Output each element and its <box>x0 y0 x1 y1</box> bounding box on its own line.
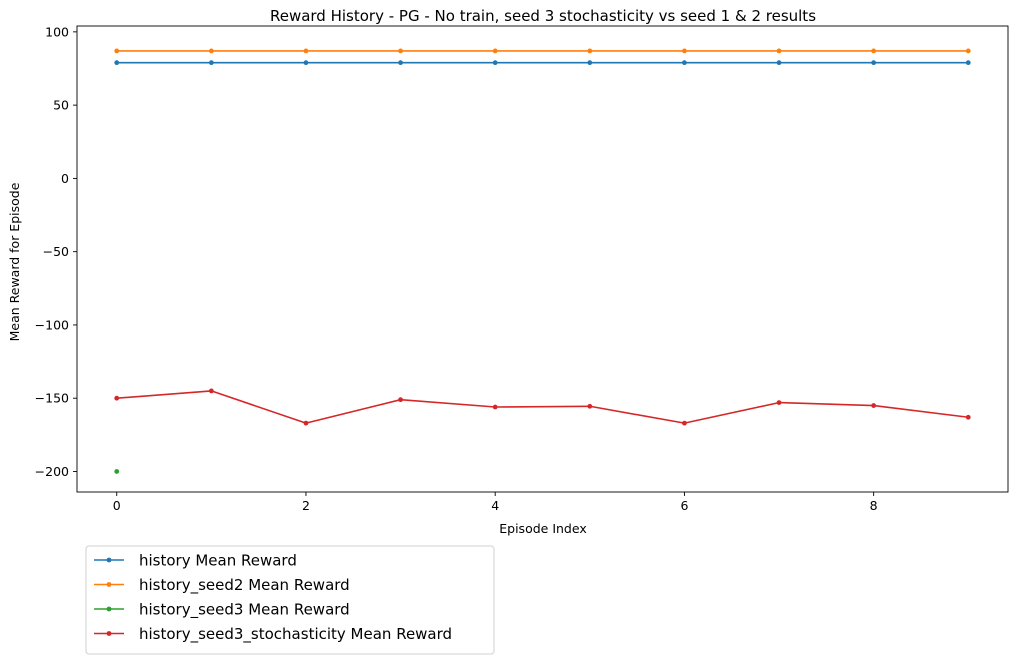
data-point <box>208 60 214 66</box>
series-3 <box>114 388 971 426</box>
y-tick-label: 0 <box>61 171 69 186</box>
data-point <box>303 60 309 66</box>
y-tick-label: 100 <box>45 24 69 39</box>
legend-swatch-marker <box>106 557 112 563</box>
legend-label: history Mean Reward <box>139 552 297 570</box>
x-tick-label: 6 <box>680 498 688 513</box>
legend-item: history_seed2 Mean Reward <box>94 576 350 595</box>
data-point <box>871 60 877 66</box>
y-tick-label: −100 <box>35 317 69 332</box>
y-tick-label: −200 <box>35 464 69 479</box>
data-point <box>114 469 120 474</box>
data-point <box>965 48 971 54</box>
x-tick-label: 8 <box>870 498 878 513</box>
legend-label: history_seed3_stochasticity Mean Reward <box>139 625 452 644</box>
data-point <box>492 404 498 410</box>
data-point <box>587 60 593 66</box>
data-point <box>965 414 971 420</box>
x-axis-label: Episode Index <box>499 521 586 536</box>
legend-swatch-marker <box>106 631 112 636</box>
legend-label: history_seed2 Mean Reward <box>139 576 350 595</box>
data-point <box>398 60 403 66</box>
data-point <box>398 397 403 403</box>
y-tick-label: 50 <box>53 98 69 113</box>
data-point <box>871 403 877 408</box>
data-point <box>114 395 120 401</box>
series-0 <box>114 60 971 66</box>
data-point <box>303 48 309 54</box>
data-point <box>587 403 593 409</box>
y-tick-label: −150 <box>35 391 69 406</box>
legend-item: history_seed3_stochasticity Mean Reward <box>94 625 452 644</box>
data-point <box>682 60 687 66</box>
data-point <box>208 48 214 54</box>
legend-swatch-marker <box>106 606 112 612</box>
axes-layer: 0 2 4 6 8 100 50 0 −50 −100 −150 −200 <box>35 24 1009 513</box>
legend-swatch-marker <box>106 582 112 587</box>
data-point <box>114 48 120 54</box>
data-point <box>303 420 309 426</box>
y-tick-label: −50 <box>43 244 69 259</box>
x-tick-label: 2 <box>302 498 310 513</box>
data-point <box>871 48 877 54</box>
data-point <box>682 420 687 426</box>
chart-title: Reward History - PG - No train, seed 3 s… <box>270 7 816 25</box>
x-tick-label: 4 <box>491 498 499 513</box>
series-layer <box>114 48 971 474</box>
legend-label: history_seed3 Mean Reward <box>139 601 350 620</box>
data-point <box>492 48 498 54</box>
y-axis-label: Mean Reward for Episode <box>7 182 22 341</box>
data-point <box>776 60 782 66</box>
data-point <box>776 400 782 406</box>
data-point <box>587 48 593 54</box>
series-1 <box>114 48 971 54</box>
data-point <box>398 48 403 54</box>
data-point <box>492 60 498 66</box>
data-point <box>682 48 687 54</box>
data-point <box>965 60 971 66</box>
legend-box <box>85 545 495 655</box>
data-point <box>776 48 782 54</box>
legend-item: history Mean Reward <box>94 552 297 570</box>
x-tick-label: 0 <box>113 498 121 513</box>
legend: history Mean Reward history_seed2 Mean Re… <box>85 545 495 655</box>
series-line <box>116 390 969 424</box>
data-point <box>114 60 120 66</box>
series-2 <box>114 469 120 474</box>
plot-frame <box>76 25 1009 493</box>
legend-item: history_seed3 Mean Reward <box>94 601 350 620</box>
data-point <box>208 388 214 394</box>
